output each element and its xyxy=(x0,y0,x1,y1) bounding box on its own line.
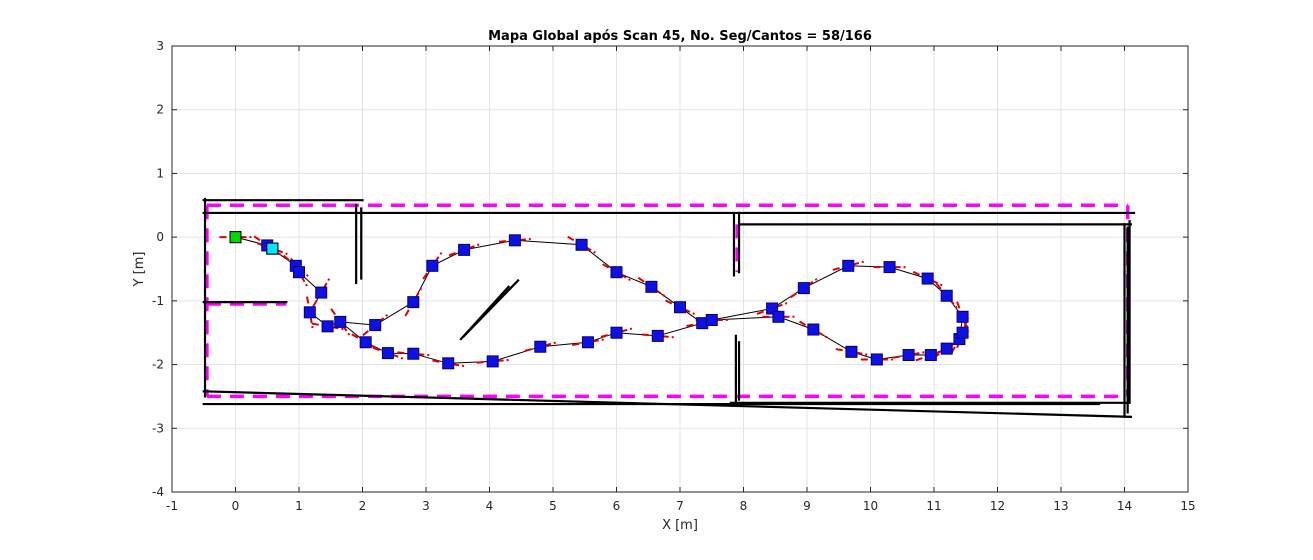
y-tick-label: -2 xyxy=(152,358,164,372)
x-tick-label: 10 xyxy=(863,499,878,513)
pose-marker xyxy=(870,353,883,366)
y-tick-label: -1 xyxy=(152,294,164,308)
x-tick-label: 1 xyxy=(295,499,303,513)
x-tick-label: 4 xyxy=(486,499,494,513)
x-tick-label: 11 xyxy=(926,499,941,513)
pose-marker xyxy=(772,310,785,323)
y-tick-label: 3 xyxy=(156,39,164,53)
pose-marker xyxy=(575,238,588,251)
pose-marker xyxy=(797,282,810,295)
pose-marker xyxy=(651,329,664,342)
x-tick-label: 9 xyxy=(803,499,811,513)
pose-marker xyxy=(807,323,820,336)
pose-marker xyxy=(486,355,499,368)
series-layer xyxy=(202,197,1136,418)
pose-marker xyxy=(845,345,858,358)
pose-marker xyxy=(883,261,896,274)
x-tick-label: 8 xyxy=(740,499,748,513)
pose-marker xyxy=(334,315,347,328)
pose-marker xyxy=(321,320,334,333)
y-tick-label: 0 xyxy=(156,230,164,244)
pose-marker xyxy=(645,280,658,293)
pose-marker xyxy=(956,326,969,339)
pose-marker xyxy=(381,347,394,360)
pose-marker xyxy=(940,289,953,302)
y-tick-label: 2 xyxy=(156,103,164,117)
y-axis: -4 -3 -2 -1 0 1 2 3 xyxy=(152,39,1188,499)
x-axis: -1 0 1 2 3 4 5 6 7 8 9 10 11 12 13 14 15 xyxy=(166,46,1196,513)
pose-marker xyxy=(902,349,915,362)
pose-marker xyxy=(705,313,718,326)
pose-marker xyxy=(508,234,521,247)
pose-marker xyxy=(956,310,969,323)
x-tick-label: 13 xyxy=(1053,499,1068,513)
y-axis-label: Y [m] xyxy=(132,252,147,288)
pose-marker xyxy=(407,347,420,360)
pose-marker xyxy=(442,357,455,370)
chart-title: Mapa Global após Scan 45, No. Seg/Cantos… xyxy=(488,29,872,44)
pose-marker xyxy=(610,326,623,339)
x-tick-label: 7 xyxy=(676,499,684,513)
y-tick-label: 1 xyxy=(156,166,164,180)
pose-marker xyxy=(940,342,953,355)
pose-marker xyxy=(766,302,779,315)
x-tick-label: -1 xyxy=(166,499,178,513)
pose-marker xyxy=(369,319,382,332)
estimated-wall-segment xyxy=(459,285,511,341)
pose-marker xyxy=(458,243,471,256)
x-tick-label: 15 xyxy=(1180,499,1195,513)
pose-marker xyxy=(359,336,372,349)
pose-marker xyxy=(581,336,594,349)
x-axis-label: X [m] xyxy=(662,518,698,533)
current-pose-marker xyxy=(266,242,279,255)
pose-marker xyxy=(610,266,623,279)
x-tick-label: 6 xyxy=(613,499,621,513)
x-tick-label: 14 xyxy=(1117,499,1132,513)
pose-marker xyxy=(842,259,855,272)
pose-marker xyxy=(534,340,547,353)
x-tick-label: 0 xyxy=(232,499,240,513)
x-tick-label: 12 xyxy=(990,499,1005,513)
pose-marker xyxy=(674,301,686,314)
start-pose-marker xyxy=(229,231,242,244)
pose-marker xyxy=(924,349,937,362)
pose-marker xyxy=(426,259,439,272)
pose-marker xyxy=(315,286,328,299)
pose-marker xyxy=(293,266,305,279)
pose-marker xyxy=(921,272,934,285)
pose-marker xyxy=(303,306,316,319)
pose-marker xyxy=(407,296,420,309)
x-tick-label: 3 xyxy=(422,499,430,513)
x-tick-label: 5 xyxy=(549,499,557,513)
y-tick-label: -3 xyxy=(152,421,164,435)
x-tick-label: 2 xyxy=(359,499,367,513)
y-tick-label: -4 xyxy=(152,485,164,499)
